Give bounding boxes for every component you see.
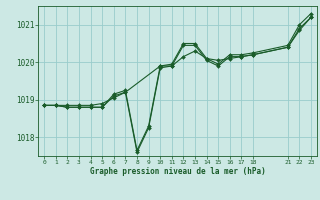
X-axis label: Graphe pression niveau de la mer (hPa): Graphe pression niveau de la mer (hPa) (90, 167, 266, 176)
